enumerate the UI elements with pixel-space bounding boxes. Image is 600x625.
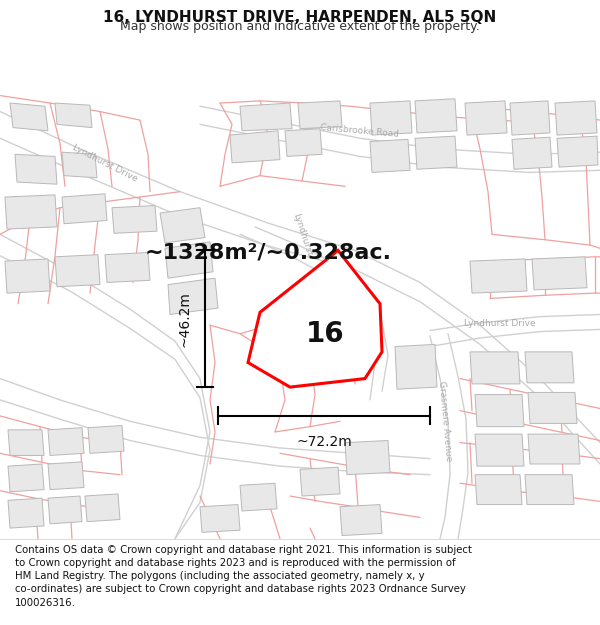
Polygon shape [415, 99, 457, 133]
Polygon shape [340, 504, 382, 536]
Polygon shape [55, 254, 100, 287]
Polygon shape [8, 498, 44, 528]
Polygon shape [5, 195, 57, 229]
Text: Map shows position and indicative extent of the property.: Map shows position and indicative extent… [120, 20, 480, 33]
Polygon shape [528, 434, 580, 464]
Text: ~46.2m: ~46.2m [177, 291, 191, 347]
Polygon shape [298, 101, 342, 129]
Polygon shape [470, 259, 527, 293]
Polygon shape [285, 129, 322, 156]
Polygon shape [532, 257, 587, 290]
Polygon shape [8, 464, 44, 492]
Polygon shape [525, 352, 574, 383]
Polygon shape [48, 462, 84, 489]
Polygon shape [62, 152, 97, 178]
Polygon shape [168, 278, 218, 314]
Polygon shape [88, 426, 124, 453]
Polygon shape [510, 101, 550, 135]
Text: 16: 16 [305, 320, 344, 348]
Polygon shape [240, 483, 277, 511]
Polygon shape [48, 428, 84, 456]
Polygon shape [230, 131, 280, 163]
Polygon shape [557, 136, 598, 167]
Text: Lyndhurst Drive: Lyndhurst Drive [464, 319, 536, 328]
Polygon shape [528, 392, 577, 423]
Polygon shape [475, 434, 524, 466]
Text: ~72.2m: ~72.2m [296, 435, 352, 449]
Polygon shape [5, 259, 50, 293]
Text: 16, LYNDHURST DRIVE, HARPENDEN, AL5 5QN: 16, LYNDHURST DRIVE, HARPENDEN, AL5 5QN [103, 11, 497, 26]
Polygon shape [105, 253, 150, 282]
Polygon shape [475, 394, 524, 427]
Polygon shape [512, 138, 552, 169]
Polygon shape [15, 154, 57, 184]
Polygon shape [470, 352, 520, 384]
Polygon shape [555, 101, 597, 135]
Text: Carisbrooke Road: Carisbrooke Road [320, 123, 400, 139]
Text: Contains OS data © Crown copyright and database right 2021. This information is : Contains OS data © Crown copyright and d… [15, 545, 472, 608]
Polygon shape [395, 344, 437, 389]
Polygon shape [465, 101, 507, 135]
Text: ~1328m²/~0.328ac.: ~1328m²/~0.328ac. [145, 242, 392, 262]
Polygon shape [10, 103, 48, 131]
Polygon shape [48, 496, 82, 524]
Polygon shape [62, 194, 107, 224]
Polygon shape [248, 251, 382, 387]
Polygon shape [525, 474, 574, 504]
Polygon shape [160, 208, 205, 243]
Polygon shape [55, 103, 92, 127]
Polygon shape [240, 103, 292, 131]
Polygon shape [370, 139, 410, 172]
Polygon shape [165, 242, 213, 278]
Polygon shape [370, 101, 412, 135]
Polygon shape [112, 206, 157, 233]
Polygon shape [8, 430, 44, 456]
Text: Lyndhurst: Lyndhurst [291, 212, 313, 257]
Polygon shape [415, 136, 457, 169]
Polygon shape [85, 494, 120, 522]
Polygon shape [345, 441, 390, 474]
Polygon shape [300, 468, 340, 496]
Text: Grasmere Avenue: Grasmere Avenue [437, 381, 453, 462]
Text: Lyndhurst Drive: Lyndhurst Drive [71, 142, 139, 183]
Polygon shape [475, 474, 522, 504]
Polygon shape [200, 504, 240, 532]
